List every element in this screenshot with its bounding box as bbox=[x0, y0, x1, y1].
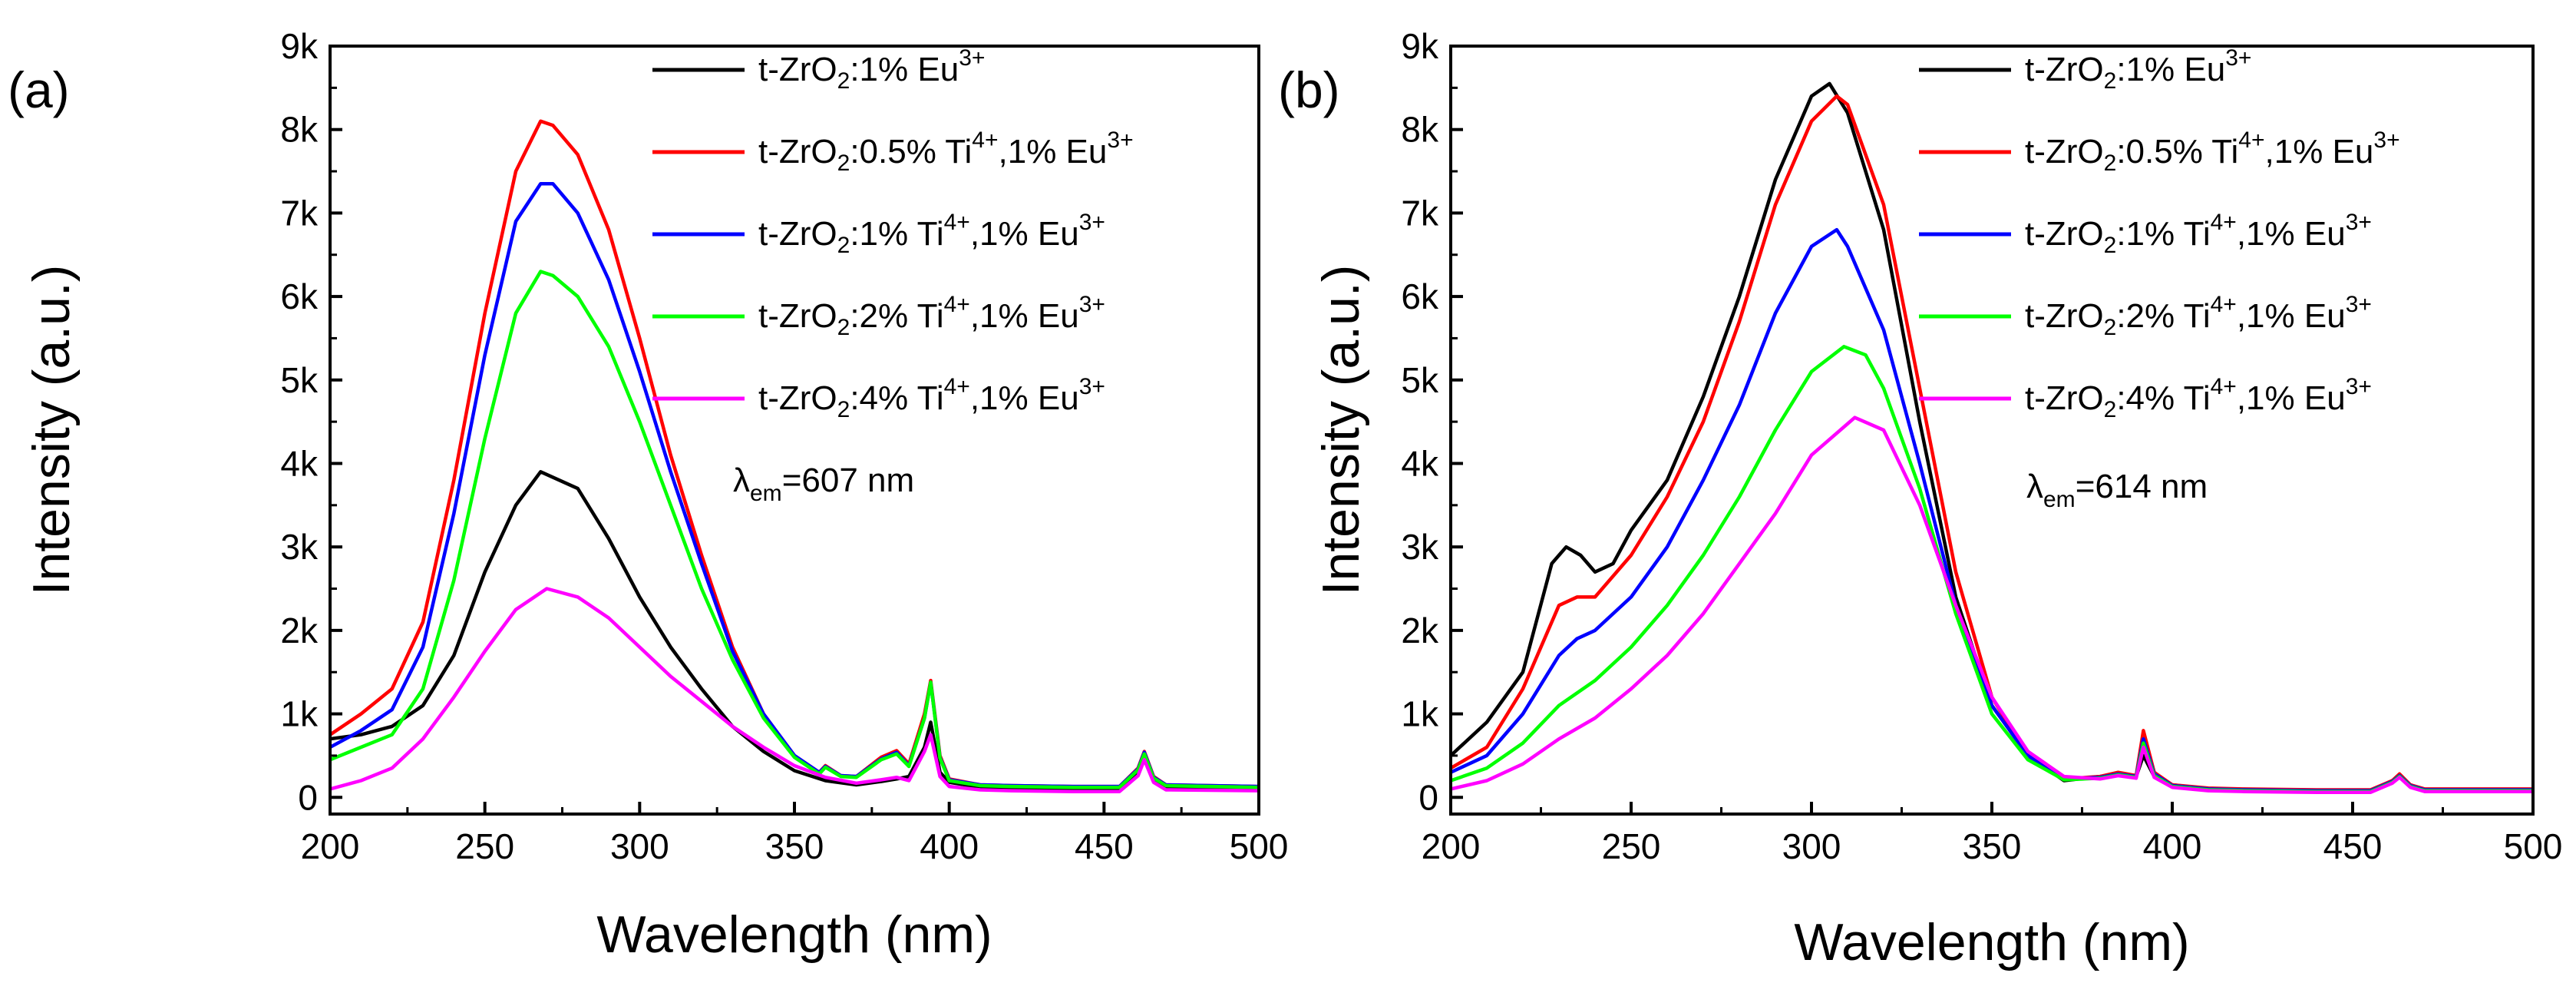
panel-label: (b) bbox=[1278, 61, 1340, 118]
legend-entry-4: t-ZrO2:2% Ti4+,1% Eu3+ bbox=[1919, 292, 2372, 340]
legend-entry-4: t-ZrO2:2% Ti4+,1% Eu3+ bbox=[652, 292, 1105, 340]
legend-label: t-ZrO2:1% Ti4+,1% Eu3+ bbox=[2025, 210, 2372, 258]
legend-label: t-ZrO2:0.5% Ti4+,1% Eu3+ bbox=[758, 127, 1134, 176]
x-axis-title: Wavelength (nm) bbox=[1794, 913, 2189, 971]
y-tick-label: 7k bbox=[280, 193, 319, 233]
y-tick-label: 8k bbox=[280, 110, 319, 150]
legend-entry-5: t-ZrO2:4% Ti4+,1% Eu3+ bbox=[652, 374, 1105, 422]
legend-entry-5: t-ZrO2:4% Ti4+,1% Eu3+ bbox=[1919, 374, 2372, 422]
y-tick-label: 6k bbox=[1401, 276, 1439, 316]
legend: t-ZrO2:1% Eu3+ t-ZrO2:0.5% Ti4+,1% Eu3+ t-… bbox=[1919, 45, 2400, 422]
x-tick-label: 300 bbox=[610, 826, 669, 866]
series-line-4 bbox=[330, 270, 1259, 789]
x-tick-label: 450 bbox=[1075, 826, 1134, 866]
emission-annotation: λem=607 nm bbox=[733, 462, 914, 506]
y-tick-label: 0 bbox=[298, 777, 318, 817]
y-axis-title: Intensity (a.u.) bbox=[1312, 265, 1370, 596]
y-tick-label: 9k bbox=[1401, 26, 1439, 66]
y-tick-label: 7k bbox=[1401, 193, 1439, 233]
x-tick-label: 250 bbox=[455, 826, 514, 866]
y-tick-label: 1k bbox=[280, 694, 319, 734]
x-tick-label: 200 bbox=[301, 826, 360, 866]
legend-label: t-ZrO2:2% Ti4+,1% Eu3+ bbox=[2025, 292, 2372, 340]
y-tick-label: 0 bbox=[1418, 777, 1438, 817]
panel-label: (a) bbox=[8, 61, 70, 118]
legend-label: t-ZrO2:4% Ti4+,1% Eu3+ bbox=[758, 374, 1105, 422]
y-tick-label: 4k bbox=[1401, 443, 1439, 483]
legend-label: t-ZrO2:4% Ti4+,1% Eu3+ bbox=[2025, 374, 2372, 422]
x-tick-label: 300 bbox=[1782, 826, 1841, 866]
x-tick-label: 200 bbox=[1422, 826, 1481, 866]
x-axis-title: Wavelength (nm) bbox=[596, 905, 992, 964]
panel-a: 200 250 300 350 400 450 500 0 1k 2k 3k 4k 5k 6k 7k 8k 9k… bbox=[8, 26, 1288, 964]
x-tick-label: 350 bbox=[1963, 826, 2022, 866]
y-tick-label: 6k bbox=[280, 276, 319, 316]
x-tick-label: 500 bbox=[2504, 826, 2563, 866]
series-line-1 bbox=[1451, 81, 2533, 793]
legend-label: t-ZrO2:1% Ti4+,1% Eu3+ bbox=[758, 210, 1105, 258]
legend-entry-3: t-ZrO2:1% Ti4+,1% Eu3+ bbox=[1919, 210, 2372, 258]
legend-entry-3: t-ZrO2:1% Ti4+,1% Eu3+ bbox=[652, 210, 1105, 258]
panel-b: 200 250 300 350 400 450 500 0 1k 2k 3k 4k 5k 6k 7k 8k 9k… bbox=[1278, 26, 2562, 971]
y-tick-label: 3k bbox=[1401, 527, 1439, 567]
legend-entry-2: t-ZrO2:0.5% Ti4+,1% Eu3+ bbox=[652, 127, 1134, 176]
legend-entry-1: t-ZrO2:1% Eu3+ bbox=[652, 45, 985, 94]
y-tick-label: 8k bbox=[1401, 110, 1439, 150]
series-line-5 bbox=[1451, 415, 2533, 794]
series-line-1 bbox=[330, 470, 1259, 792]
legend: t-ZrO2:1% Eu3+ t-ZrO2:0.5% Ti4+,1% Eu3+ t-… bbox=[652, 45, 1134, 422]
legend-label: t-ZrO2:1% Eu3+ bbox=[758, 45, 985, 94]
emission-annotation: λem=614 nm bbox=[2026, 468, 2208, 512]
x-tick-label: 500 bbox=[1230, 826, 1289, 866]
x-tick-label: 350 bbox=[765, 826, 824, 866]
series-lines bbox=[1451, 81, 2533, 794]
y-tick-label: 2k bbox=[1401, 611, 1439, 650]
y-tick-label: 1k bbox=[1401, 694, 1439, 734]
series-line-2 bbox=[1451, 94, 2533, 792]
y-tick-label: 5k bbox=[280, 360, 319, 400]
y-tick-label: 3k bbox=[280, 527, 319, 567]
y-axis-title: Intensity (a.u.) bbox=[22, 265, 81, 596]
series-line-5 bbox=[330, 587, 1259, 793]
legend-label: t-ZrO2:1% Eu3+ bbox=[2025, 45, 2251, 94]
legend-entry-2: t-ZrO2:0.5% Ti4+,1% Eu3+ bbox=[1919, 127, 2400, 176]
y-tick-label: 9k bbox=[280, 26, 319, 66]
x-tick-label: 450 bbox=[2323, 826, 2383, 866]
y-tick-label: 4k bbox=[280, 443, 319, 483]
y-tick-label: 5k bbox=[1401, 360, 1439, 400]
x-tick-label: 400 bbox=[920, 826, 979, 866]
y-tick-label: 2k bbox=[280, 611, 319, 650]
series-lines bbox=[330, 119, 1259, 793]
legend-label: t-ZrO2:0.5% Ti4+,1% Eu3+ bbox=[2025, 127, 2400, 176]
legend-entry-1: t-ZrO2:1% Eu3+ bbox=[1919, 45, 2251, 94]
series-line-4 bbox=[1451, 345, 2533, 793]
x-tick-label: 250 bbox=[1602, 826, 1661, 866]
legend-label: t-ZrO2:2% Ti4+,1% Eu3+ bbox=[758, 292, 1105, 340]
x-tick-label: 400 bbox=[2143, 826, 2202, 866]
